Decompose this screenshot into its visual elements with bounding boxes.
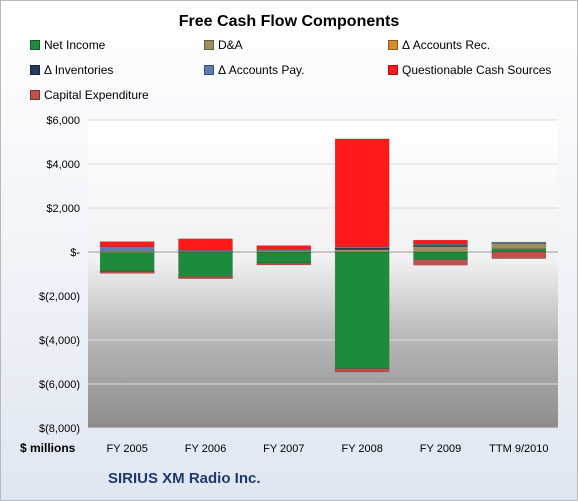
x-tick-label: FY 2005 — [106, 443, 147, 455]
legend-label: Questionable Cash Sources — [402, 63, 552, 77]
legend-label: Δ Accounts Pay. — [218, 63, 305, 77]
legend-item: Net Income — [30, 38, 105, 52]
bar-segment — [413, 239, 468, 245]
legend-swatch — [30, 40, 40, 50]
legend-swatch — [204, 40, 214, 50]
bar-segment — [99, 241, 155, 247]
y-tick-label: $(6,000) — [39, 379, 80, 391]
bar-segment — [256, 251, 312, 264]
bar-segment — [334, 368, 390, 373]
bar-segment — [413, 251, 468, 260]
bar-segment — [491, 248, 547, 253]
bar-segment — [334, 251, 390, 369]
plot-area — [88, 120, 558, 428]
bar-segment — [178, 238, 233, 251]
y-tick-label: $4,000 — [46, 159, 80, 171]
chart-title: Free Cash Flow Components — [178, 13, 400, 30]
y-tick-label: $2,000 — [46, 203, 80, 215]
legend-label: Δ Accounts Rec. — [402, 38, 491, 52]
legend-label: Net Income — [44, 38, 106, 52]
bar-segment — [178, 251, 233, 277]
legend-swatch — [30, 90, 40, 100]
bar-segment — [99, 246, 155, 252]
y-tick-label: $(2,000) — [39, 291, 80, 303]
legend-swatch — [30, 65, 40, 75]
y-axis-label: $ millions — [20, 441, 76, 455]
legend-item: D&A — [204, 38, 243, 52]
legend-swatch — [204, 65, 214, 75]
bar-segment — [334, 138, 390, 247]
legend-label: D&A — [218, 38, 243, 52]
bar-segment — [256, 263, 312, 266]
bar-segment — [491, 241, 547, 244]
legend-item: Capital Expenditure — [30, 88, 149, 102]
legend-item: Δ Inventories — [30, 63, 113, 77]
x-tick-label: FY 2006 — [185, 443, 226, 455]
y-tick-label: $(4,000) — [39, 335, 80, 347]
company-name: SIRIUS XM Radio Inc. — [108, 470, 261, 487]
bar-segment — [413, 259, 468, 266]
bar-segment — [99, 251, 155, 272]
bar-segment — [491, 251, 547, 259]
x-tick-label: TTM 9/2010 — [489, 443, 548, 455]
bar-segment — [178, 276, 233, 279]
legend-swatch — [388, 65, 398, 75]
x-tick-label: FY 2007 — [263, 443, 304, 455]
legend-swatch — [388, 40, 398, 50]
legend-label: Δ Inventories — [44, 63, 114, 77]
x-tick-label: FY 2009 — [420, 443, 461, 455]
legend-item: Questionable Cash Sources — [388, 63, 551, 77]
bar-segment — [99, 271, 155, 274]
legend-item: Δ Accounts Rec. — [388, 38, 490, 52]
y-tick-label: $(8,000) — [39, 423, 80, 435]
bar-segment — [256, 245, 312, 250]
legend-label: Capital Expenditure — [44, 88, 149, 102]
legend-item: Δ Accounts Pay. — [204, 63, 305, 77]
y-tick-label: $- — [70, 247, 80, 259]
y-tick-label: $6,000 — [46, 115, 80, 127]
x-tick-label: FY 2008 — [341, 443, 382, 455]
